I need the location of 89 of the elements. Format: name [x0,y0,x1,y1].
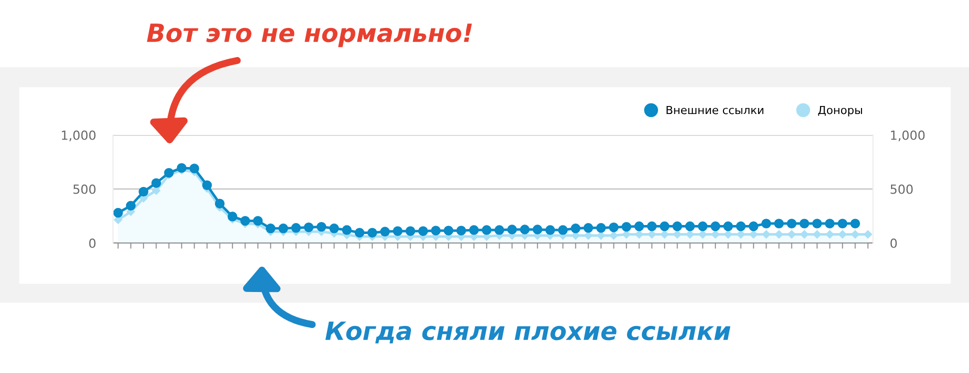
y2-tick-label: 500 [890,184,913,194]
point [686,230,694,238]
point [354,228,364,238]
y-tick-label: 1,000 [62,130,96,142]
point [507,224,517,234]
point [113,208,123,218]
legend-label: Доноры [818,106,862,116]
point [724,230,732,238]
point [736,221,746,232]
point [838,218,848,228]
point [253,216,263,226]
point [494,225,504,235]
point [214,198,225,208]
point [774,218,784,228]
point [698,221,708,232]
point [761,218,772,228]
point [647,221,657,232]
point [126,200,136,211]
point [710,221,720,232]
point [812,230,822,238]
legend-label: Внешние ссылки [666,106,764,114]
point [711,230,720,238]
point [774,230,784,238]
point [672,221,682,232]
point [826,230,834,238]
point [329,224,339,234]
point [316,222,326,232]
point [532,224,542,234]
text: Вот это не нормально! [146,24,472,48]
point [736,230,745,238]
point [660,221,670,232]
y-tick-label: 0 [89,238,96,248]
point [812,218,822,228]
point [864,230,872,238]
point [608,222,619,232]
point [482,225,492,235]
y-tick-label: 500 [73,184,96,194]
point [151,178,162,188]
point [456,226,466,236]
point [685,221,695,232]
point [558,225,568,235]
point [189,164,200,174]
point [800,218,810,228]
point [648,230,656,238]
point [596,223,606,233]
point [202,180,212,190]
point [851,230,860,238]
point [228,212,238,222]
point [430,226,441,236]
point [520,224,530,234]
point [570,224,580,234]
point [406,226,416,236]
point [138,186,148,197]
point [304,222,314,232]
point [583,223,594,233]
point [342,225,352,235]
point [824,218,835,228]
point [850,218,860,228]
point [800,230,809,238]
y2-tick-label: 0 [890,238,897,248]
point [748,221,758,232]
y2-tick-label: 1,000 [891,130,925,142]
point [762,230,770,238]
point [788,230,796,238]
point [278,224,288,234]
point [622,222,632,232]
point [635,230,644,238]
point [380,226,390,237]
text: Когда сняли плохие ссылки [325,322,730,344]
point [545,225,556,235]
point [749,230,758,238]
point [392,226,403,236]
point [786,218,797,228]
point [469,225,479,235]
point [266,224,276,234]
point [698,230,707,238]
point [367,228,378,238]
point [660,230,669,238]
point [176,163,186,173]
point [418,226,428,236]
point [240,216,250,226]
point [610,231,618,240]
point [723,221,733,232]
point [838,230,847,238]
point [634,221,644,232]
point [444,226,454,236]
point [164,168,174,178]
point [673,230,682,238]
point [291,223,301,233]
